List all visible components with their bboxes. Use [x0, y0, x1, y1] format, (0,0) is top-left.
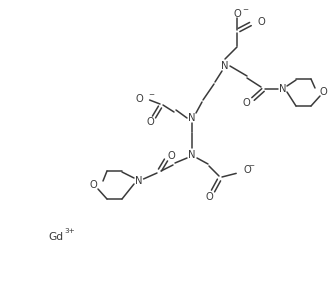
- Text: −: −: [148, 92, 154, 98]
- Text: N: N: [188, 150, 196, 160]
- Text: O: O: [242, 98, 250, 108]
- Text: N: N: [188, 113, 196, 123]
- Text: N: N: [135, 176, 143, 186]
- Text: N: N: [279, 84, 287, 94]
- Text: O: O: [135, 94, 143, 104]
- Text: O: O: [233, 9, 241, 19]
- Text: O: O: [146, 117, 154, 127]
- Text: O: O: [89, 180, 97, 190]
- Text: O: O: [258, 17, 266, 27]
- Text: O: O: [205, 192, 213, 202]
- Text: 3+: 3+: [65, 228, 75, 234]
- Text: −: −: [248, 163, 254, 169]
- Text: −: −: [242, 7, 248, 13]
- Text: O: O: [167, 151, 175, 161]
- Text: N: N: [221, 61, 229, 71]
- Text: O: O: [243, 165, 251, 175]
- Text: O: O: [319, 87, 327, 97]
- Text: Gd: Gd: [48, 232, 64, 242]
